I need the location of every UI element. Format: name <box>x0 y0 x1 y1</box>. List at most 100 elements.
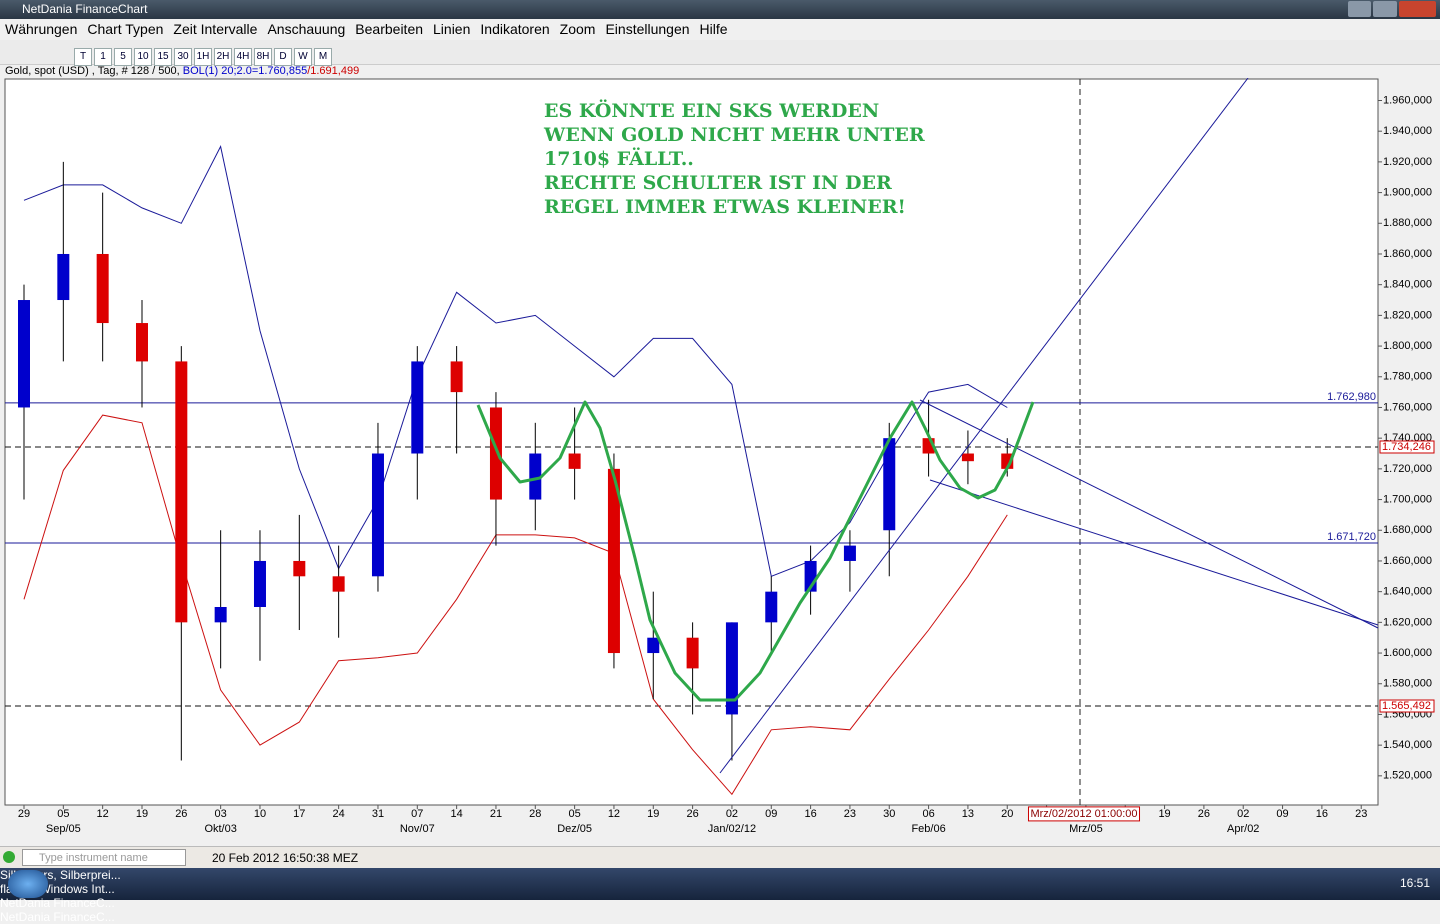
menu-item[interactable]: Zoom <box>559 21 596 37</box>
candle-body <box>647 637 660 654</box>
x-tick-label: 29 <box>18 808 30 820</box>
bol-upper: BOL(1) 20;2.0=1.760,855 <box>182 65 308 77</box>
toolbar: T 1 5 10 15 30 1H 2H 4H 8H D W M <box>0 40 1440 66</box>
menu-item[interactable]: Bearbeiten <box>355 21 424 37</box>
y-tick-label: 1.660,000 <box>1383 555 1432 567</box>
minimize[interactable] <box>1348 1 1372 17</box>
clock-time: 20 Feb 2012 16:50:38 MEZ <box>212 851 359 865</box>
menu-item[interactable]: Chart Typen <box>87 21 164 37</box>
level-label: 1.734,246 <box>1382 441 1431 453</box>
x-tick-label: 16 <box>804 808 816 820</box>
bol-lower: /1.691,499 <box>307 65 360 77</box>
x-tick-label: 10 <box>254 808 266 820</box>
interval-button[interactable]: D <box>274 48 292 66</box>
x-tick-label: 09 <box>1276 808 1288 820</box>
trend-line <box>719 78 1249 774</box>
month-label: Okt/03 <box>204 823 236 835</box>
candle-body <box>371 453 384 577</box>
menu-item[interactable]: Einstellungen <box>605 21 690 37</box>
level-label: 1.762,980 <box>1327 391 1376 403</box>
instrument: Gold, spot (USD) , Tag, # 128 / 500, <box>5 65 183 77</box>
candle-body <box>883 438 896 531</box>
month-label: Jan/02/12 <box>708 823 756 835</box>
instrument-search[interactable]: Type instrument name <box>22 849 186 866</box>
menu-item[interactable]: Anschauung <box>267 21 346 37</box>
interval-button[interactable]: 10 <box>134 48 152 66</box>
x-tick-label: 17 <box>293 808 305 820</box>
erased-area <box>1032 598 1244 716</box>
status-bar: Type instrument name 20 Feb 2012 16:50:3… <box>0 846 1440 869</box>
level-box <box>1379 699 1435 713</box>
tray-clock: 16:51 <box>1399 876 1430 890</box>
maximize[interactable] <box>1373 1 1397 17</box>
interval-button[interactable]: 2H <box>214 48 232 66</box>
level-label: 1.565,492 <box>1382 700 1431 712</box>
candle-body <box>568 453 581 469</box>
x-tick-label: 19 <box>136 808 148 820</box>
candle-body <box>607 468 620 654</box>
menu-item[interactable]: Indikatoren <box>480 21 550 37</box>
x-tick-label: 03 <box>215 808 227 820</box>
menu-item[interactable]: Hilfe <box>699 21 728 37</box>
y-tick-label: 1.520,000 <box>1383 770 1432 782</box>
menu-item[interactable]: Währungen <box>5 21 78 37</box>
task-button[interactable]: flatex - Windows Int... <box>0 882 115 896</box>
interval-button[interactable]: M <box>314 48 332 66</box>
candle-body <box>332 576 345 592</box>
candle-body <box>96 253 109 324</box>
month-label: Sep/05 <box>46 823 81 835</box>
y-tick-label: 1.680,000 <box>1383 524 1432 536</box>
interval-button[interactable]: 4H <box>234 48 252 66</box>
month-label: Feb/06 <box>911 823 945 835</box>
annotation: WENN GOLD NICHT MEHR UNTER <box>543 124 925 146</box>
annotation: RECHTE SCHULTER IST IN DER <box>544 172 892 194</box>
interval-button[interactable]: 30 <box>174 48 192 66</box>
close[interactable] <box>1398 1 1436 17</box>
cursor-date: Mrz/02/2012 01:00:00 <box>1030 808 1137 820</box>
tool-spacer <box>0 43 72 59</box>
candle-body <box>450 361 463 393</box>
interval-button[interactable]: 1H <box>194 48 212 66</box>
y-tick-label: 1.860,000 <box>1383 248 1432 260</box>
candle-body <box>253 560 266 607</box>
x-tick-label: 12 <box>97 808 109 820</box>
x-tick-label: 21 <box>490 808 502 820</box>
interval-button[interactable]: 8H <box>254 48 272 66</box>
y-tick-label: 1.960,000 <box>1383 94 1432 106</box>
candle-body <box>529 453 542 500</box>
trend-line <box>929 479 1379 626</box>
y-tick-label: 1.820,000 <box>1383 309 1432 321</box>
trend-line <box>919 399 1379 629</box>
y-tick-label: 1.580,000 <box>1383 678 1432 690</box>
interval-button[interactable]: T <box>74 48 92 66</box>
task-button[interactable]: NetDania FinanceC... <box>0 910 115 924</box>
task-button[interactable]: Silberkurs, Silberprei... <box>0 868 121 882</box>
drawings <box>476 78 1379 774</box>
candle-body <box>214 607 227 623</box>
menu-item[interactable]: Zeit Intervalle <box>173 21 258 37</box>
candle-body <box>725 622 738 715</box>
y-tick-label: 1.700,000 <box>1383 493 1432 505</box>
connection-indicator <box>3 851 15 863</box>
menu-item[interactable]: Linien <box>433 21 471 37</box>
taskbar: 16:51 Silberkurs, Silberprei... flatex - … <box>0 868 1440 924</box>
start-button[interactable] <box>8 870 48 898</box>
annotation: 1710$ FÄLLT.. <box>544 147 694 170</box>
x-tick-label: 13 <box>962 808 974 820</box>
month-label: Nov/07 <box>400 823 435 835</box>
x-tick-label: 02 <box>1237 808 1249 820</box>
x-tick-label: 26 <box>175 808 187 820</box>
x-tick-label: 14 <box>451 808 463 820</box>
y-tick-label: 1.920,000 <box>1383 156 1432 168</box>
interval-button[interactable]: 1 <box>94 48 112 66</box>
y-tick-label: 1.780,000 <box>1383 371 1432 383</box>
x-tick-label: 02 <box>726 808 738 820</box>
interval-button[interactable]: 15 <box>154 48 172 66</box>
title-bar: NetDania FinanceChart <box>0 0 1440 19</box>
candle-body <box>843 545 856 561</box>
interval-button[interactable]: 5 <box>114 48 132 66</box>
task-button[interactable]: NetDania FinanceC... <box>0 896 115 910</box>
x-tick-label: 16 <box>1316 808 1328 820</box>
interval-button[interactable]: W <box>294 48 312 66</box>
x-tick-label: 26 <box>1198 808 1210 820</box>
